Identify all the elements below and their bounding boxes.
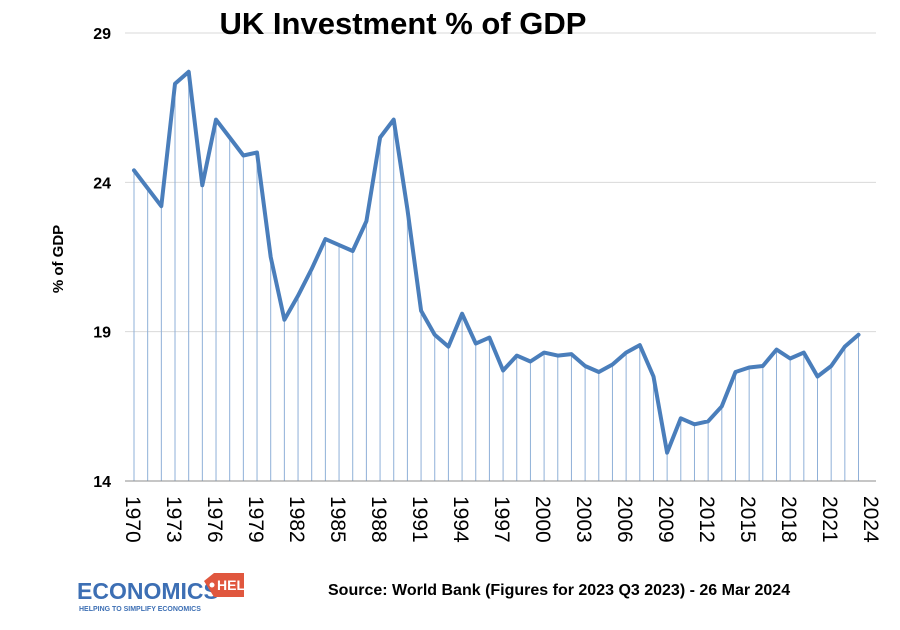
y-tick-label: 24 [93, 175, 111, 192]
logo-badge-text: HELP [217, 577, 254, 593]
x-tick-label: 2006 [613, 496, 636, 543]
x-tick-labels: 1970 1973 1976 1979 1982 1985 1988 1991 1994 1997… [121, 496, 882, 543]
x-tick-label: 2021 [818, 496, 841, 543]
x-tick-label: 1991 [408, 496, 431, 543]
logo-badge-shape [204, 573, 244, 597]
x-tick-label: 2003 [572, 496, 595, 543]
x-tick-label: 1988 [367, 496, 390, 543]
x-tick-label: 2018 [777, 496, 800, 543]
y-tick-label: 29 [93, 26, 111, 43]
y-axis-label: % of GDP [50, 225, 67, 293]
logo-tagline: HELPING TO SIMPLIFY ECONOMICS [79, 606, 201, 613]
logo-badge-hole-icon [209, 582, 215, 588]
x-tick-label: 2024 [859, 496, 882, 543]
logo-wordmark: ECONOMICS [77, 578, 219, 604]
x-tick-label: 1973 [162, 496, 185, 543]
series-line [132, 69, 861, 455]
x-tick-label: 1985 [326, 496, 349, 543]
chart-title: UK Investment % of GDP [220, 6, 587, 41]
y-tick-label: 14 [93, 474, 111, 491]
gridlines [125, 32, 876, 333]
x-tick-label: 1970 [121, 496, 144, 543]
x-tick-label: 2000 [531, 496, 554, 543]
x-tick-label: 1994 [449, 496, 472, 543]
x-tick-label: 1976 [203, 496, 226, 543]
y-tick-label: 19 [93, 325, 111, 342]
drop-lines [133, 71, 860, 481]
x-tick-label: 1982 [285, 496, 308, 543]
x-tick-label: 2009 [654, 496, 677, 543]
source-note: Source: World Bank (Figures for 2023 Q3 … [328, 582, 790, 599]
y-tick-labels: 14 19 24 29 [93, 26, 111, 491]
x-tick-label: 1997 [490, 496, 513, 543]
economics-help-logo: ECONOMICS HELP HELPING TO SIMPLIFY ECONO… [77, 573, 254, 613]
x-tick-label: 2012 [695, 496, 718, 543]
x-tick-label: 1979 [244, 496, 267, 543]
x-tick-label: 2015 [736, 496, 759, 543]
